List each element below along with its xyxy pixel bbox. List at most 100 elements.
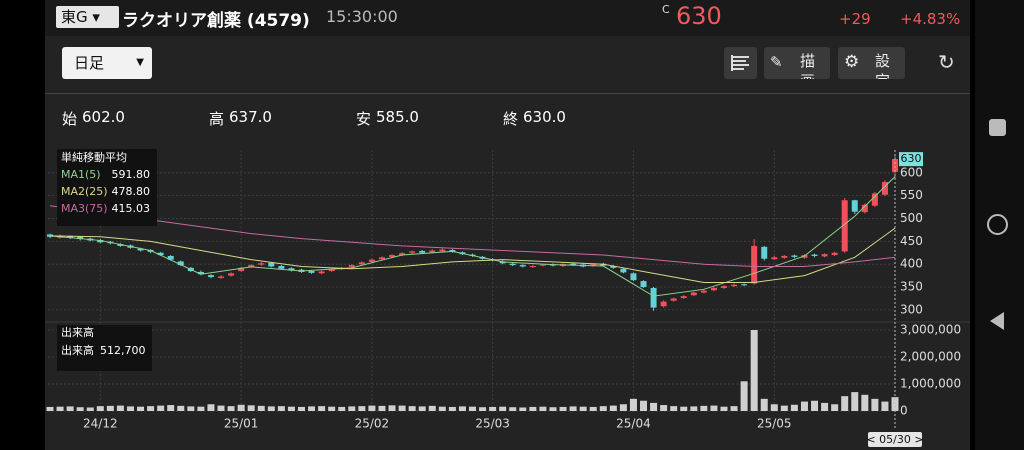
volume-bar	[489, 406, 497, 411]
candle-body	[751, 245, 758, 284]
volume-bar	[599, 406, 607, 411]
candle-body	[409, 251, 416, 253]
volume-bar	[388, 405, 396, 411]
ohlc-value: 630.0	[523, 108, 566, 126]
volume-bar	[851, 392, 859, 411]
volume-bar	[499, 406, 507, 411]
volume-bar	[147, 406, 155, 411]
period-select[interactable]: 日足 ▼	[62, 47, 152, 79]
candle-body	[399, 253, 406, 256]
volume-bar	[680, 406, 688, 411]
volume-bar	[660, 405, 668, 411]
volume-bar	[428, 405, 436, 411]
market: 東G	[61, 8, 88, 26]
volume-bar	[177, 405, 185, 411]
candle-body	[157, 252, 164, 256]
volume-tick-label: 0	[900, 404, 908, 418]
ma-legend-value: 591.80	[112, 168, 151, 181]
price-flag: C	[662, 3, 670, 16]
volume-tick-label: 1,000,000	[900, 377, 961, 391]
candle-body	[288, 268, 295, 271]
volume-bar	[821, 402, 829, 411]
candle-body	[368, 259, 375, 262]
candle-body	[892, 159, 898, 172]
change: +29	[839, 10, 871, 28]
candle-body	[429, 250, 436, 253]
time: 15:30:00	[326, 7, 398, 26]
volume-bar	[328, 406, 336, 411]
volume-bar	[760, 398, 768, 411]
ohlc-label: 安	[356, 110, 372, 128]
volume-bar	[157, 405, 165, 411]
back-button[interactable]	[990, 312, 1004, 330]
candle-body	[731, 284, 738, 287]
volume-bar	[116, 405, 124, 411]
candle-body	[811, 254, 818, 256]
candle-body	[167, 255, 174, 260]
volume-bar	[217, 405, 225, 411]
x-tick-label: 25/03	[475, 417, 510, 431]
draw-button[interactable]: ✎描画	[764, 47, 830, 79]
volume-legend-name: 出来高	[61, 343, 94, 357]
volume-bar	[378, 405, 386, 411]
volume-legend-title: 出来高	[61, 325, 94, 339]
candle-body	[308, 271, 315, 273]
ohlc-value: 602.0	[82, 108, 125, 126]
volume-legend-value: 512,700	[100, 344, 146, 357]
candle-body	[248, 265, 255, 267]
volume-bar	[750, 330, 758, 411]
last-price-label: 630	[901, 152, 922, 165]
candle-body	[268, 262, 275, 267]
ohlc-label: 始	[62, 110, 78, 128]
volume-bar	[730, 406, 738, 411]
candle-body	[620, 268, 627, 273]
candle-body	[680, 296, 687, 298]
candle-body	[177, 261, 184, 266]
ma-legend-box	[57, 149, 157, 226]
ma-legend-name: MA3(75)	[61, 202, 108, 215]
settings-button[interactable]: ⚙設定	[838, 47, 905, 79]
ohlc-value: 637.0	[229, 108, 272, 126]
refresh-button[interactable]: ↻	[938, 50, 955, 74]
ma-legend-value: 415.03	[112, 202, 151, 215]
candle-body	[650, 287, 657, 308]
volume-bar	[650, 402, 658, 411]
volume-bar	[619, 404, 627, 411]
volume-bar	[126, 406, 134, 411]
candle-body	[419, 250, 426, 253]
volume-bar	[197, 406, 205, 411]
volume-tick-label: 3,000,000	[900, 323, 961, 337]
volume-tick-label: 2,000,000	[900, 350, 961, 364]
volume-bar	[469, 406, 476, 411]
volume-bar	[308, 406, 316, 411]
icon	[731, 55, 749, 71]
volume-bar	[207, 404, 215, 411]
volume-bar	[479, 407, 487, 411]
volume-bar	[700, 405, 708, 411]
x-tick-label: 25/04	[616, 417, 651, 431]
separator	[45, 93, 970, 94]
ma-legend-value: 478.80	[112, 185, 151, 198]
volume-bar	[438, 406, 446, 411]
candle-body	[228, 273, 235, 276]
home-button[interactable]	[987, 214, 1008, 235]
change-pct: +4.83%	[900, 10, 961, 28]
volume-bar	[861, 394, 869, 411]
indicator-button[interactable]	[724, 47, 757, 79]
candle-body	[197, 271, 204, 275]
recent-button[interactable]	[989, 119, 1006, 136]
market-select[interactable]: 東G ▾	[56, 6, 119, 28]
volume-bar	[137, 406, 145, 411]
y-tick-label: 350	[900, 280, 923, 294]
volume-bar	[167, 405, 175, 411]
candle-body	[378, 257, 385, 260]
volume-bar	[267, 406, 275, 411]
cursor-date-box	[868, 432, 922, 447]
volume-bar	[509, 407, 517, 411]
volume-bar	[297, 406, 305, 411]
main-panel	[45, 36, 970, 450]
volume-bar	[408, 406, 416, 411]
volume-bar	[358, 406, 366, 411]
volume-bar	[569, 406, 577, 411]
